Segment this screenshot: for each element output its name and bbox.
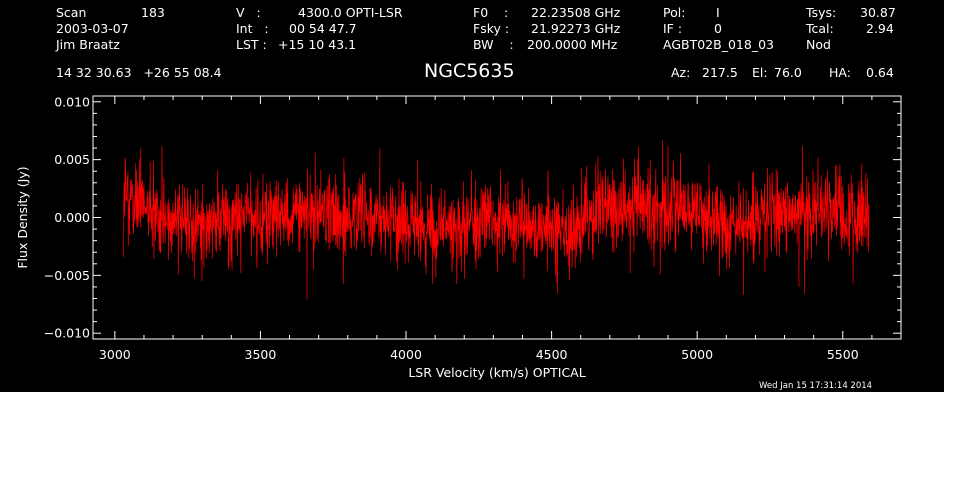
fsky-label: Fsky : [473,21,510,36]
if-label: IF : [663,21,683,36]
x-tick-label: 3500 [245,347,277,362]
hour-angle-label: HA: [829,65,851,80]
obs-date: 2003-03-07 [56,21,129,36]
azimuth-label: Az: [671,65,691,80]
project-id: AGBT02B_018_03 [663,37,774,52]
hour-angle-value: 0.64 [866,65,894,80]
tsys-value: 30.87 [860,5,896,20]
integration-label: Int : [236,21,269,36]
integration-value: 00 54 47.7 [289,21,357,36]
y-tick-label: 0.005 [54,152,90,167]
elevation-value: 76.0 [774,65,802,80]
spectrum-chart: 3000 3500 4000 4500 5000 5500 0.010 0.005 0.000 −… [15,94,902,380]
polarization-label: Pol: [663,5,686,20]
x-tick-label: 3000 [99,347,131,362]
fsky-value: 21.92273 GHz [531,21,621,36]
azimuth-value: 217.5 [702,65,738,80]
x-tick-label: 5500 [827,347,859,362]
observer-name: Jim Braatz [56,37,120,52]
scan-value: 183 [141,5,165,20]
y-tick-label: 0.000 [54,210,90,225]
y-axis-label: Flux Density (Jy) [15,166,30,268]
source-name: NGC5635 [424,60,515,82]
scan-label: Scan [56,5,87,20]
timestamp: Wed Jan 15 17:31:14 2014 [759,381,873,391]
series-0-trace [123,139,870,300]
plot-panel: 3000 3500 4000 4500 5000 5500 0.010 0.005 0.000 −… [0,0,944,392]
x-axis-label: LSR Velocity (km/s) OPTICAL [408,365,585,380]
lst-label: LST : [236,37,267,52]
tsys-label: Tsys: [806,5,837,20]
velocity-value: 4300.0 OPTI-LSR [298,5,403,20]
y-tick-label: 0.010 [54,94,90,109]
lst-value: +15 10 43.1 [278,37,357,52]
y-tick-label: −0.005 [44,268,90,283]
polarization-value: I [716,5,720,20]
tcal-value: 2.94 [866,21,894,36]
x-tick-label: 5000 [681,347,713,362]
x-tick-label: 4500 [536,347,568,362]
x-tick-label: 4000 [390,347,422,362]
f0-label: F0 : [473,5,509,20]
tcal-label: Tcal: [806,21,834,36]
y-tick-label: −0.010 [44,326,90,341]
if-value: 0 [714,21,722,36]
bandwidth-label: BW : [473,37,514,52]
bandwidth-value: 200.0000 MHz [527,37,618,52]
f0-value: 22.23508 GHz [531,5,621,20]
switching-mode: Nod [806,37,831,52]
source-coordinates: 14 32 30.63 +26 55 08.4 [56,65,222,80]
elevation-label: El: [752,65,768,80]
velocity-label: V : [236,5,261,20]
